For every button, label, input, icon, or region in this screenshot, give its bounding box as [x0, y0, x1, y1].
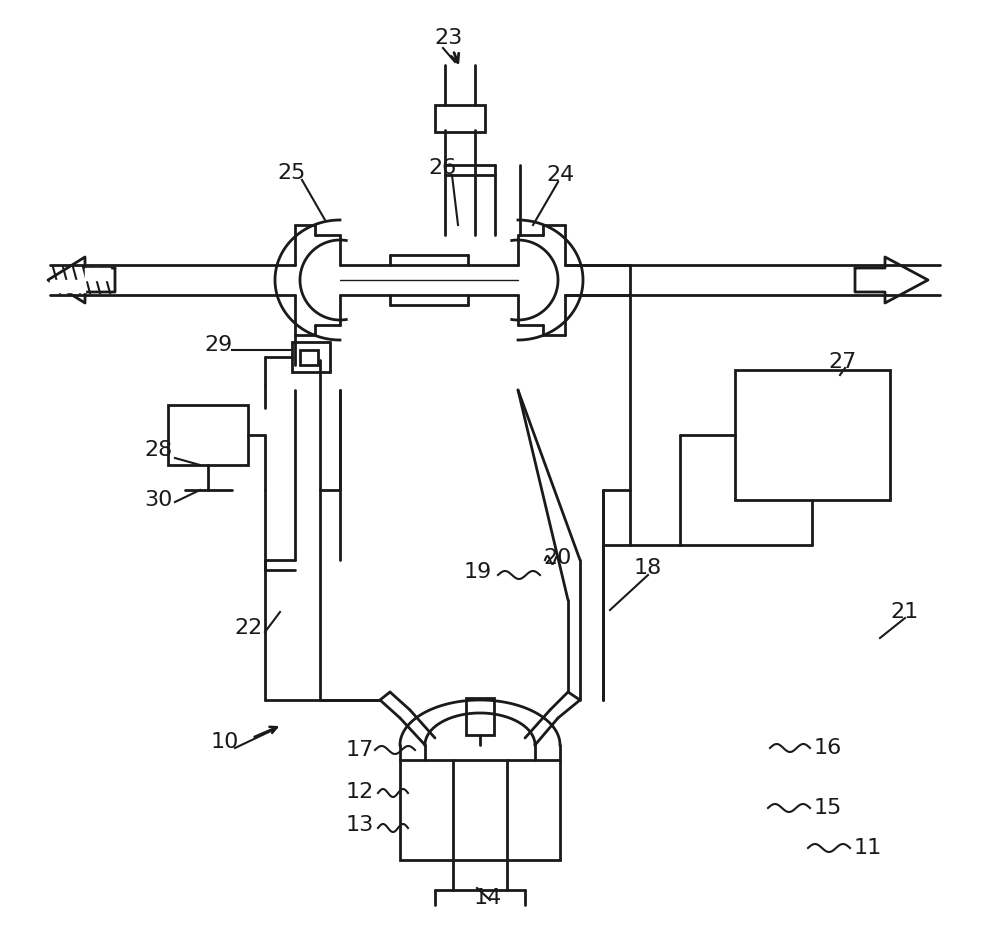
- Text: 18: 18: [634, 558, 662, 578]
- Text: 21: 21: [891, 602, 919, 622]
- Text: 13: 13: [346, 815, 374, 835]
- Text: 17: 17: [346, 740, 374, 760]
- Text: 30: 30: [144, 490, 172, 510]
- Bar: [300, 350, 318, 365]
- Text: 24: 24: [546, 165, 574, 185]
- Text: 28: 28: [144, 440, 172, 460]
- Bar: [292, 342, 330, 372]
- Bar: [400, 760, 560, 860]
- Text: 27: 27: [829, 352, 857, 372]
- Text: 19: 19: [464, 562, 492, 582]
- Text: 12: 12: [346, 782, 374, 802]
- Text: 14: 14: [474, 888, 502, 908]
- Text: 25: 25: [278, 163, 306, 183]
- Bar: [735, 370, 890, 500]
- Bar: [168, 405, 248, 465]
- Text: 16: 16: [814, 738, 842, 758]
- Bar: [466, 698, 494, 735]
- Text: 29: 29: [204, 335, 232, 355]
- Text: 23: 23: [434, 28, 462, 48]
- Text: 26: 26: [429, 158, 457, 178]
- Bar: [435, 105, 485, 132]
- Text: 11: 11: [854, 838, 882, 858]
- Text: 20: 20: [544, 548, 572, 568]
- Text: 10: 10: [211, 732, 239, 752]
- Text: 15: 15: [814, 798, 842, 818]
- Text: 22: 22: [234, 618, 262, 638]
- Polygon shape: [50, 268, 110, 292]
